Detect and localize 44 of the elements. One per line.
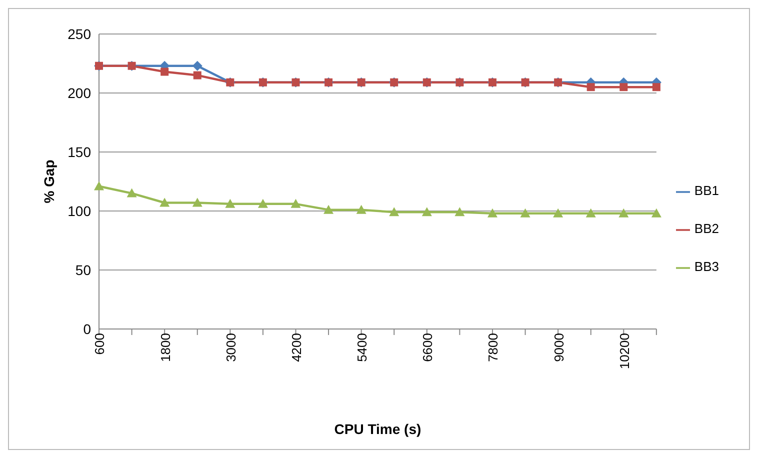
y-axis-title: % Gap bbox=[40, 160, 57, 204]
point bbox=[586, 83, 595, 92]
point bbox=[454, 207, 465, 216]
legend-label: BB2 bbox=[694, 221, 719, 236]
y-tick-label: 50 bbox=[75, 262, 92, 278]
point bbox=[160, 68, 169, 76]
point bbox=[225, 198, 236, 208]
point bbox=[389, 207, 400, 216]
point bbox=[553, 208, 564, 218]
point bbox=[620, 83, 628, 92]
point bbox=[356, 204, 366, 214]
point bbox=[192, 60, 202, 71]
y-tick-label: 0 bbox=[83, 320, 92, 337]
point bbox=[193, 71, 202, 80]
point bbox=[94, 181, 104, 190]
point bbox=[651, 208, 662, 218]
x-tick-label: 600 bbox=[92, 333, 108, 355]
x-tick-label: 4200 bbox=[288, 333, 304, 362]
x-tick-label: 7800 bbox=[486, 333, 501, 362]
x-tick-label: 5400 bbox=[354, 333, 370, 362]
point bbox=[652, 83, 660, 92]
point bbox=[192, 198, 202, 207]
point bbox=[422, 207, 432, 216]
point bbox=[160, 198, 170, 207]
point bbox=[126, 188, 137, 198]
legend-label: BB1 bbox=[694, 183, 719, 198]
point bbox=[258, 198, 268, 208]
legend-label: BB3 bbox=[694, 259, 719, 274]
x-tick-label: 9000 bbox=[551, 333, 566, 362]
y-tick-label: 150 bbox=[68, 144, 92, 160]
point bbox=[487, 208, 498, 218]
x-tick-label: 10200 bbox=[616, 333, 632, 370]
point bbox=[586, 208, 596, 218]
point bbox=[520, 208, 530, 218]
point bbox=[324, 204, 334, 214]
y-tick-label: 250 bbox=[68, 26, 92, 42]
x-tick-label: 6600 bbox=[420, 333, 436, 362]
point bbox=[290, 198, 301, 208]
y-tick-label: 200 bbox=[68, 84, 92, 101]
x-axis-title: CPU Time (s) bbox=[334, 421, 422, 437]
y-tick-label: 100 bbox=[68, 202, 92, 219]
point bbox=[618, 208, 629, 218]
x-tick-label: 3000 bbox=[223, 333, 238, 362]
x-tick-label: 1800 bbox=[158, 333, 173, 362]
